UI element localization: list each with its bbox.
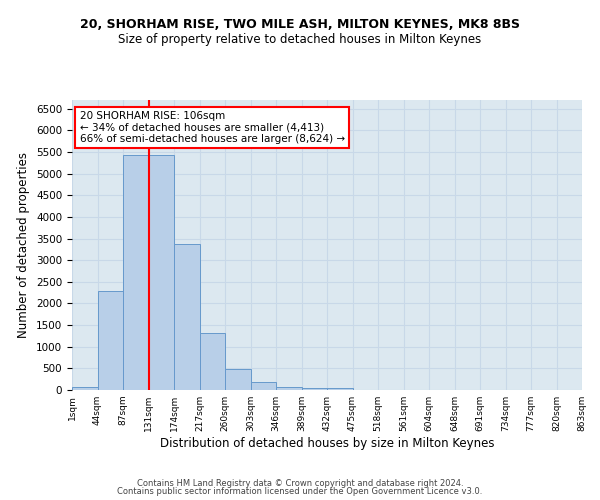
- Bar: [199, 334, 225, 390]
- Bar: [72, 387, 97, 390]
- Text: Size of property relative to detached houses in Milton Keynes: Size of property relative to detached ho…: [118, 32, 482, 46]
- Bar: [251, 382, 276, 390]
- Bar: [149, 155, 174, 390]
- Bar: [327, 388, 353, 390]
- Text: Contains public sector information licensed under the Open Government Licence v3: Contains public sector information licen…: [118, 487, 482, 496]
- Text: Contains HM Land Registry data © Crown copyright and database right 2024.: Contains HM Land Registry data © Crown c…: [137, 478, 463, 488]
- Text: 20, SHORHAM RISE, TWO MILE ASH, MILTON KEYNES, MK8 8BS: 20, SHORHAM RISE, TWO MILE ASH, MILTON K…: [80, 18, 520, 30]
- Bar: [276, 386, 302, 390]
- Bar: [97, 292, 123, 390]
- Bar: [302, 388, 327, 390]
- Y-axis label: Number of detached properties: Number of detached properties: [17, 152, 31, 338]
- Text: 20 SHORHAM RISE: 106sqm
← 34% of detached houses are smaller (4,413)
66% of semi: 20 SHORHAM RISE: 106sqm ← 34% of detache…: [80, 111, 345, 144]
- Bar: [123, 155, 149, 390]
- X-axis label: Distribution of detached houses by size in Milton Keynes: Distribution of detached houses by size …: [160, 437, 494, 450]
- Bar: [174, 244, 199, 390]
- Bar: [225, 369, 251, 390]
